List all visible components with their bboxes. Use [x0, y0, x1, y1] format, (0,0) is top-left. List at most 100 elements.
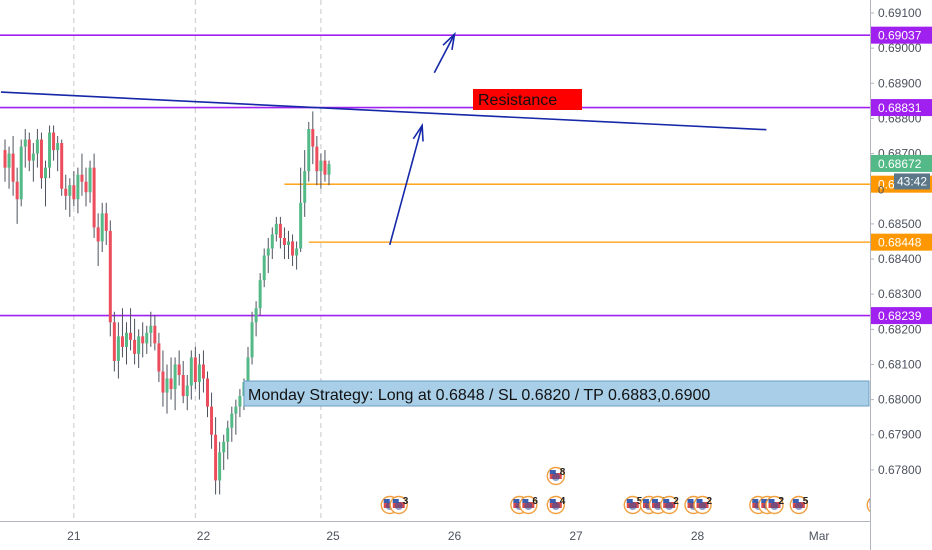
y-tick-label: 0.68200	[878, 322, 922, 336]
strategy-note: Monday Strategy: Long at 0.6848 / SL 0.6…	[243, 380, 870, 407]
y-tick-label: 0.68900	[878, 76, 922, 90]
candle-body	[246, 357, 250, 383]
event-marker[interactable]: 8	[546, 466, 566, 486]
y-tick-label: 0.69100	[878, 6, 922, 20]
candle-body	[88, 167, 92, 193]
y-tick-label: 0.68500	[878, 217, 922, 231]
event-marker[interactable]: 5	[789, 495, 809, 515]
event-marker[interactable]: 6	[510, 495, 539, 515]
candle-body	[173, 364, 177, 390]
arrow-up-2	[433, 33, 456, 74]
candle-body	[254, 308, 258, 323]
x-axis[interactable]: 21 22 25 26 27 28 Mar	[67, 529, 829, 543]
price-labels: 0.690370.688310.686130.684480.682390.686…	[871, 26, 932, 325]
price-label-0.69037-bg	[871, 26, 932, 44]
candle-body	[201, 364, 205, 379]
flag-canton	[642, 499, 649, 503]
candle-body	[39, 139, 43, 179]
countdown-label: 43:42	[897, 174, 927, 188]
candle-body	[295, 248, 299, 256]
event-markers: 3648520221025	[380, 466, 885, 515]
candle-body	[153, 325, 157, 344]
flag-canton	[687, 499, 694, 503]
candle-body	[116, 336, 120, 361]
event-count: 8	[560, 467, 566, 478]
event-count: 4	[560, 496, 566, 507]
arrow-up-2-head	[442, 31, 456, 51]
candle-body	[15, 181, 19, 200]
candle-body	[262, 255, 266, 281]
event-marker[interactable]: 2	[765, 495, 785, 515]
flag-globe	[524, 502, 533, 510]
flag-canton	[768, 499, 775, 503]
candle-body	[3, 150, 7, 168]
arrow-up-1	[388, 125, 423, 246]
arrow-up-1-head	[412, 123, 424, 142]
candle-body	[189, 357, 193, 386]
x-tick-label: 22	[197, 529, 211, 543]
y-tick-label: 0.67800	[878, 463, 922, 477]
event-marker[interactable]: 2	[684, 495, 713, 515]
candle-body	[165, 378, 169, 393]
candle-body	[112, 322, 116, 361]
candle-body	[84, 181, 88, 193]
candle-body	[311, 129, 315, 147]
strategy-note-text: Monday Strategy: Long at 0.6848 / SL 0.6…	[248, 387, 710, 404]
partial-price-label: 0	[878, 184, 884, 196]
candle-body	[27, 139, 31, 161]
flag-canton	[761, 499, 768, 503]
candle-body	[145, 332, 149, 344]
trend-drawings	[0, 31, 767, 246]
flag-canton	[383, 499, 390, 503]
flag-globe	[698, 502, 707, 510]
event-count: 6	[532, 496, 538, 507]
resistance-text: Resistance	[478, 92, 557, 109]
candle-body	[299, 202, 303, 249]
candle-body	[319, 160, 323, 172]
horizontal-price-lines	[0, 34, 870, 317]
flag-canton	[696, 499, 703, 503]
x-tick-label: 27	[569, 529, 583, 543]
flag-canton	[626, 499, 633, 503]
candle-body	[125, 332, 128, 347]
candle-body	[56, 143, 60, 151]
price-label-0.68239-bg	[871, 307, 932, 325]
candle-body	[133, 339, 137, 354]
y-tick-label: 0.68100	[878, 357, 922, 371]
candle-body	[104, 213, 108, 231]
flag-globe	[653, 502, 662, 510]
event-count: 5	[637, 496, 643, 507]
candle-body	[307, 129, 311, 172]
candle-body	[35, 139, 39, 154]
candle-body	[60, 143, 64, 189]
y-tick-label: 0.68400	[878, 252, 922, 266]
candle-body	[214, 434, 218, 481]
candle-body	[44, 167, 47, 179]
candle-body	[274, 223, 278, 235]
event-marker[interactable]: 2	[660, 495, 680, 515]
candle-body	[206, 378, 209, 407]
flag-canton	[651, 499, 658, 503]
trendline	[0, 91, 767, 131]
candle-body	[80, 174, 84, 182]
event-marker[interactable]: 3	[380, 495, 409, 515]
y-tick-label: 0.67900	[878, 428, 922, 442]
event-count: 3	[403, 496, 409, 507]
price-label-0.68831-bg	[871, 99, 932, 117]
x-axis-bg	[0, 521, 870, 550]
candle-body	[68, 185, 72, 196]
flag-canton	[513, 499, 520, 503]
price-label-0.68448: 0.68448	[878, 236, 922, 250]
flag-canton	[663, 499, 670, 503]
y-tick-label: 0.69000	[878, 41, 922, 55]
event-marker[interactable]: 4	[546, 495, 566, 515]
current-price-label: 0.68672	[878, 157, 922, 171]
candle-body	[157, 343, 161, 372]
candle-body	[210, 406, 214, 435]
candle-body	[72, 185, 76, 200]
resistance-label: Resistance	[473, 89, 582, 110]
candle-body	[92, 167, 96, 228]
candle-body	[250, 322, 254, 358]
price-label-0.68239: 0.68239	[878, 309, 922, 323]
